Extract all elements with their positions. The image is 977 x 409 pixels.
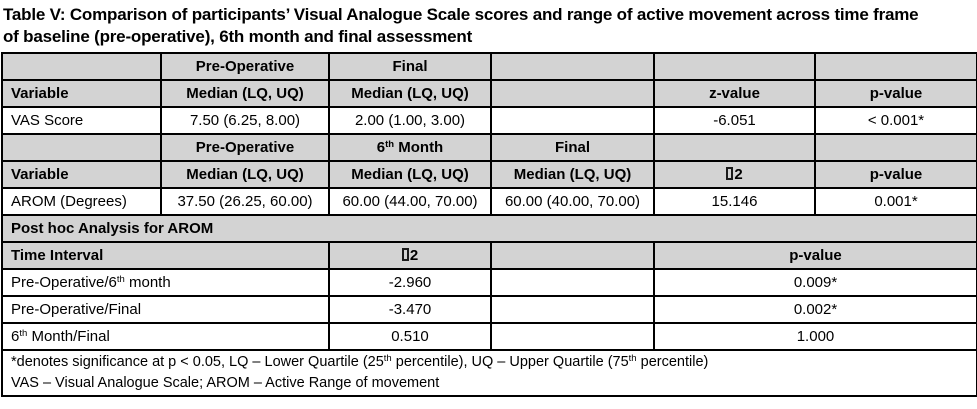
- empty-cell: [814, 52, 977, 81]
- empty-cell: [490, 322, 655, 351]
- table-caption-line2: of baseline (pre-operative), 6th month a…: [3, 27, 473, 46]
- vas-preop-median-header: Median (LQ, UQ): [160, 79, 330, 108]
- arom-month6-cell: 60.00 (44.00, 70.00): [328, 187, 492, 216]
- vas-variable-header: Variable: [1, 79, 162, 108]
- interval-cell: Pre-Operative/6th month: [1, 268, 330, 297]
- arom-final-header: Final: [490, 133, 655, 162]
- empty-cell: [653, 133, 816, 162]
- arom-variable-cell: AROM (Degrees): [1, 187, 162, 216]
- vas-final-header: Final: [328, 52, 492, 81]
- vas-variable-cell: VAS Score: [1, 106, 162, 135]
- interval-cell: 6th Month/Final: [1, 322, 330, 351]
- chi-cell: -3.470: [328, 295, 492, 324]
- empty-cell: [490, 295, 655, 324]
- posthoc-title-row: Post hoc Analysis for AROM: [1, 214, 977, 243]
- p-cell: 1.000: [653, 322, 977, 351]
- posthoc-header-row: Time Interval 2 p-value: [1, 241, 977, 270]
- arom-preop-header: Pre-Operative: [160, 133, 330, 162]
- posthoc-chi-square-header: 2: [328, 241, 492, 270]
- arom-stats-header-row: Variable Median (LQ, UQ) Median (LQ, UQ)…: [1, 160, 977, 189]
- footnotes-cell: *denotes significance at p < 0.05, LQ – …: [1, 349, 977, 397]
- results-table: Pre-Operative Final Variable Median (LQ,…: [1, 52, 977, 397]
- empty-cell: [653, 52, 816, 81]
- vas-p-value-cell: < 0.001*: [814, 106, 977, 135]
- posthoc-p-value-header: p-value: [653, 241, 977, 270]
- empty-cell: [490, 52, 655, 81]
- p-cell: 0.009*: [653, 268, 977, 297]
- empty-cell: [490, 241, 655, 270]
- arom-preop-median-header: Median (LQ, UQ): [160, 160, 330, 189]
- posthoc-row-6th-final: 6th Month/Final 0.510 1.000: [1, 322, 977, 351]
- posthoc-row-preop-6th: Pre-Operative/6th month -2.960 0.009*: [1, 268, 977, 297]
- vas-p-value-header: p-value: [814, 79, 977, 108]
- interval-cell: Pre-Operative/Final: [1, 295, 330, 324]
- empty-cell: [1, 133, 162, 162]
- arom-month6-median-header: Median (LQ, UQ): [328, 160, 492, 189]
- footnotes-row: *denotes significance at p < 0.05, LQ – …: [1, 349, 977, 397]
- arom-chi-square-cell: 15.146: [653, 187, 816, 216]
- table-caption: Table V: Comparison of participants’ Vis…: [3, 4, 973, 48]
- footnote-line2: VAS – Visual Analogue Scale; AROM – Acti…: [11, 375, 440, 391]
- vas-final-median-header: Median (LQ, UQ): [328, 79, 492, 108]
- arom-variable-header: Variable: [1, 160, 162, 189]
- vas-timeframe-header-row: Pre-Operative Final: [1, 52, 977, 81]
- arom-final-median-header: Median (LQ, UQ): [490, 160, 655, 189]
- vas-z-value-cell: -6.051: [653, 106, 816, 135]
- chi-cell: 0.510: [328, 322, 492, 351]
- missing-chi-glyph-box: [401, 248, 409, 261]
- footnote-line1: *denotes significance at p < 0.05, LQ – …: [11, 353, 709, 370]
- arom-p-value-header: p-value: [814, 160, 977, 189]
- vas-data-row: VAS Score 7.50 (6.25, 8.00) 2.00 (1.00, …: [1, 106, 977, 135]
- arom-final-cell: 60.00 (40.00, 70.00): [490, 187, 655, 216]
- vas-stats-header-row: Variable Median (LQ, UQ) Median (LQ, UQ)…: [1, 79, 977, 108]
- arom-6th-month-header: 6th Month: [328, 133, 492, 162]
- p-cell: 0.002*: [653, 295, 977, 324]
- arom-timeframe-header-row: Pre-Operative 6th Month Final: [1, 133, 977, 162]
- empty-cell: [814, 133, 977, 162]
- empty-cell: [490, 268, 655, 297]
- arom-data-row: AROM (Degrees) 37.50 (26.25, 60.00) 60.0…: [1, 187, 977, 216]
- posthoc-row-preop-final: Pre-Operative/Final -3.470 0.002*: [1, 295, 977, 324]
- empty-cell: [1, 52, 162, 81]
- empty-cell: [490, 106, 655, 135]
- missing-chi-glyph-box: [726, 167, 734, 180]
- vas-preop-cell: 7.50 (6.25, 8.00): [160, 106, 330, 135]
- chi-cell: -2.960: [328, 268, 492, 297]
- vas-final-cell: 2.00 (1.00, 3.00): [328, 106, 492, 135]
- arom-preop-cell: 37.50 (26.25, 60.00): [160, 187, 330, 216]
- table-caption-line1: Table V: Comparison of participants’ Vis…: [3, 5, 919, 24]
- time-interval-header: Time Interval: [1, 241, 330, 270]
- arom-p-value-cell: 0.001*: [814, 187, 977, 216]
- chi-square-header: 2: [653, 160, 816, 189]
- posthoc-section-title: Post hoc Analysis for AROM: [1, 214, 977, 243]
- z-value-header: z-value: [653, 79, 816, 108]
- empty-cell: [490, 79, 655, 108]
- vas-preop-header: Pre-Operative: [160, 52, 330, 81]
